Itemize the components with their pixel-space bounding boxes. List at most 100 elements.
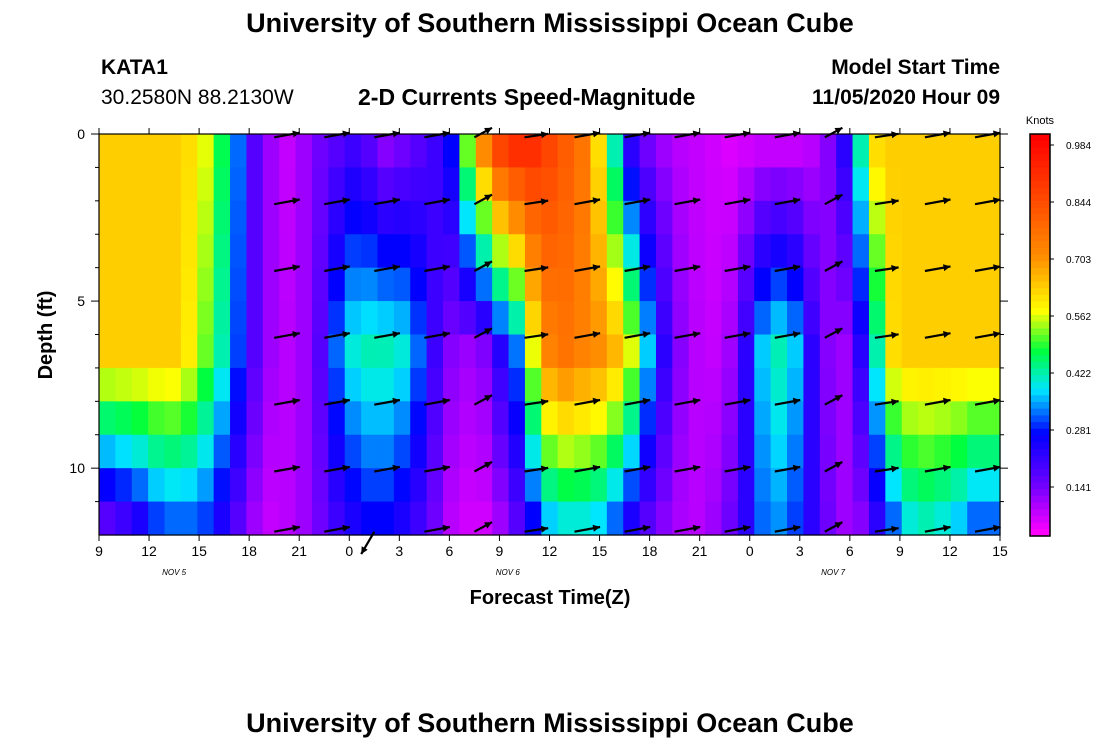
heatmap-cell [443,434,460,469]
heatmap-cell [180,234,198,269]
heatmap-cell [934,234,952,269]
current-arrow-head [891,198,899,206]
heatmap-cell [246,401,264,436]
heatmap-cell [950,167,968,202]
heatmap-cell [115,167,133,202]
colorbar-segment [1030,489,1050,497]
heatmap-cell [541,301,559,336]
current-arrow-head [592,264,601,272]
colorbar-segment [1030,201,1050,209]
current-arrow-head [292,524,300,532]
heatmap-cell [754,468,772,503]
heatmap-cell [721,334,739,369]
heatmap-cell [721,200,739,235]
heatmap-cell [328,167,346,202]
colorbar-segment [1030,469,1050,477]
current-arrow-head [792,331,801,338]
heatmap-cell [623,167,641,202]
colorbar-segment [1030,147,1050,155]
heatmap-cell [901,367,919,402]
current-arrow-head [442,524,450,532]
heatmap-cell [230,401,248,436]
heatmap-cell [770,468,788,503]
heatmap-cell [230,200,248,235]
heatmap-cell [590,167,608,202]
heatmap-cell [819,401,837,436]
heatmap-cell [230,468,248,503]
heatmap-cell [623,367,641,402]
heatmap-cell [508,434,526,469]
current-arrow-head [834,194,843,201]
heatmap-cell [99,367,116,402]
heatmap-cell [180,167,198,202]
heatmap-cell [868,401,886,436]
heatmap-cell [246,134,264,169]
heatmap-cell [99,401,116,436]
heatmap-cell [426,501,444,536]
heatmap-cell [885,200,903,235]
heatmap-cell [557,267,575,302]
current-arrow-head [540,265,549,272]
heatmap-cell [737,301,755,336]
heatmap-cell [361,468,379,503]
heatmap-cell [541,200,559,235]
heatmap-cell [508,234,526,269]
heatmap-cell [737,501,755,536]
heatmap-cell [295,501,313,536]
heatmap-cell [99,501,116,536]
colorbar-segment [1030,375,1050,383]
colorbar-segment [1030,308,1050,316]
heatmap-cell [443,267,460,302]
current-arrow-head [342,331,350,338]
x-tick-label: 9 [95,543,103,559]
current-arrow-head [392,264,400,272]
heatmap-cell [492,267,510,302]
heatmap-cell [737,267,755,302]
heatmap-cell [770,401,788,436]
heatmap-cell [606,334,624,369]
heatmap-cell [410,434,428,469]
colorbar-segment [1030,294,1050,303]
heatmap-cell [524,468,542,503]
heatmap-cell [836,234,854,269]
heatmap-cell [180,501,198,536]
heatmap-cell [426,134,444,169]
current-arrow-head [993,464,1001,472]
heatmap-cell [180,134,198,169]
current-arrow-head [993,524,1001,532]
heatmap-cell [967,167,985,202]
heatmap-cell [230,301,248,336]
heatmap-cell [180,434,198,469]
heatmap-cell [393,501,411,536]
heatmap-cell [737,234,755,269]
heatmap-cell [623,267,641,302]
heatmap-cell [885,434,903,469]
current-arrow-head [943,331,951,338]
heatmap-cell [443,468,460,503]
heatmap-cell [868,501,886,536]
heatmap-cell [246,267,264,302]
heatmap-cell [574,301,592,336]
heatmap-cell [590,334,608,369]
current-arrow-head [993,331,1001,338]
heatmap-cell [819,234,837,269]
heatmap-cell [770,134,788,169]
heatmap-cell [983,134,1001,169]
heatmap-cell [328,401,346,436]
current-arrow-head [891,398,899,406]
heatmap-cell [574,234,592,269]
colorbar-segment [1030,254,1050,262]
heatmap-cell [885,401,903,436]
heatmap-cell [131,134,149,169]
heatmap-cell [836,301,854,336]
heatmap-cell [787,267,805,302]
colorbar-segment [1030,241,1050,249]
heatmap-cell [754,267,772,302]
heatmap-cell [852,301,870,336]
current-arrow-head [540,398,549,406]
heatmap-cell [131,401,149,436]
heatmap-cell [230,334,248,369]
heatmap-cell [606,200,624,235]
heatmap-cell [541,367,559,402]
heatmap-cell [180,267,198,302]
